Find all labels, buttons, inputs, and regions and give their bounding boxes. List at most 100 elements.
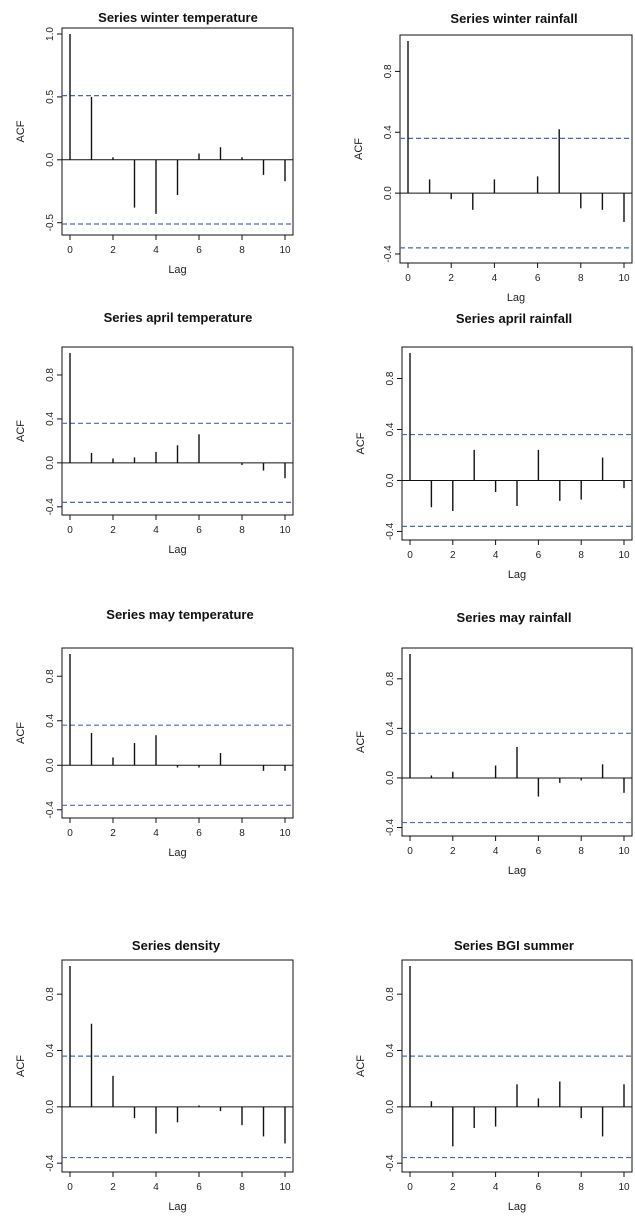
x-tick-label: 0	[407, 550, 413, 561]
x-tick-label: 10	[279, 828, 291, 839]
y-axis-label: ACF	[355, 731, 367, 753]
y-tick-label: -0.4	[385, 522, 396, 540]
x-tick-label: 2	[450, 846, 456, 857]
plot-frame	[401, 959, 633, 1173]
x-tick-label: 2	[450, 1182, 456, 1193]
y-tick-label: 0.0	[385, 771, 396, 785]
x-axis-label: Lag	[168, 1201, 186, 1213]
x-tick-label: 6	[536, 1182, 542, 1193]
x-tick-label: 4	[493, 846, 499, 857]
y-tick-label: 0.4	[45, 713, 56, 727]
y-tick-label: -0.4	[45, 801, 56, 819]
y-axis-label: ACF	[353, 138, 365, 160]
y-axis-label: ACF	[355, 432, 367, 454]
x-tick-label: 4	[153, 1182, 159, 1193]
x-tick-label: 8	[239, 245, 245, 256]
x-tick-label: 8	[239, 525, 245, 536]
x-tick-label: 8	[239, 828, 245, 839]
x-tick-label: 6	[536, 550, 542, 561]
x-tick-label: 0	[405, 273, 411, 284]
x-tick-label: 6	[196, 525, 202, 536]
y-tick-label: 0.0	[383, 186, 394, 200]
plot-frame	[61, 27, 294, 236]
chart-title: Series april rainfall	[456, 311, 572, 326]
x-axis-label: Lag	[508, 569, 526, 581]
y-tick-label: -0.4	[385, 818, 396, 836]
x-tick-label: 4	[493, 550, 499, 561]
x-tick-label: 10	[279, 245, 291, 256]
x-tick-label: 10	[279, 1182, 291, 1193]
y-tick-label: 0.0	[45, 152, 56, 166]
y-tick-label: 0.0	[45, 455, 56, 469]
x-tick-label: 6	[196, 828, 202, 839]
y-tick-label: 0.8	[45, 669, 56, 683]
y-tick-label: 1.0	[45, 27, 56, 41]
y-tick-label: 0.8	[45, 987, 56, 1001]
y-axis-label: ACF	[355, 1055, 367, 1077]
x-tick-label: 6	[535, 273, 541, 284]
x-tick-label: 8	[578, 273, 584, 284]
y-tick-label: 0.4	[45, 1043, 56, 1057]
x-axis-label: Lag	[507, 292, 525, 304]
x-tick-label: 4	[492, 273, 498, 284]
x-tick-label: 0	[407, 846, 413, 857]
x-tick-label: 0	[67, 525, 73, 536]
x-axis-label: Lag	[508, 865, 526, 877]
x-tick-label: 2	[110, 525, 116, 536]
y-tick-label: -0.4	[383, 245, 394, 263]
plot-frame	[401, 346, 633, 541]
x-tick-label: 10	[618, 1182, 630, 1193]
x-axis-label: Lag	[168, 847, 186, 859]
y-tick-label: -0.4	[45, 498, 56, 516]
x-tick-label: 8	[578, 1182, 584, 1193]
y-tick-label: 0.0	[385, 473, 396, 487]
y-tick-label: 0.4	[45, 412, 56, 426]
plot-frame	[61, 346, 294, 516]
y-tick-label: 0.0	[385, 1099, 396, 1113]
x-tick-label: 8	[578, 550, 584, 561]
chart-title: Series april temperature	[104, 310, 253, 325]
chart-title: Series BGI summer	[454, 938, 574, 953]
y-axis-label: ACF	[15, 120, 27, 142]
x-tick-label: 8	[578, 846, 584, 857]
x-tick-label: 0	[407, 1182, 413, 1193]
y-tick-label: 0.8	[385, 371, 396, 385]
chart-title: Series winter rainfall	[450, 11, 577, 26]
x-tick-label: 0	[67, 1182, 73, 1193]
x-tick-label: 10	[618, 273, 630, 284]
x-tick-label: 8	[239, 1182, 245, 1193]
x-tick-label: 0	[67, 245, 73, 256]
x-tick-label: 4	[153, 525, 159, 536]
x-tick-label: 10	[279, 525, 291, 536]
y-tick-label: -0.4	[45, 1154, 56, 1172]
x-tick-label: 6	[536, 846, 542, 857]
y-tick-label: 0.4	[385, 721, 396, 735]
chart-title: Series density	[132, 938, 221, 953]
y-tick-label: 0.4	[385, 422, 396, 436]
plot-frame	[61, 959, 294, 1173]
y-tick-label: 0.4	[383, 125, 394, 139]
y-tick-label: 0.0	[45, 758, 56, 772]
plot-frame	[401, 647, 633, 837]
x-tick-label: 2	[110, 245, 116, 256]
x-tick-label: 6	[196, 245, 202, 256]
x-tick-label: 2	[110, 828, 116, 839]
y-axis-label: ACF	[15, 1055, 27, 1077]
y-tick-label: 0.8	[385, 671, 396, 685]
x-axis-label: Lag	[168, 544, 186, 556]
y-axis-label: ACF	[15, 420, 27, 442]
x-tick-label: 2	[450, 550, 456, 561]
x-tick-label: 10	[618, 846, 630, 857]
plot-frame	[61, 647, 294, 819]
x-tick-label: 10	[618, 550, 630, 561]
y-tick-label: -0.4	[385, 1154, 396, 1172]
plot-frame	[399, 34, 633, 264]
x-tick-label: 0	[67, 828, 73, 839]
y-tick-label: 0.0	[45, 1099, 56, 1113]
chart-title: Series winter temperature	[98, 10, 258, 25]
x-axis-label: Lag	[508, 1201, 526, 1213]
y-tick-label: 0.8	[383, 64, 394, 78]
y-tick-label: 0.5	[45, 90, 56, 104]
x-tick-label: 4	[153, 245, 159, 256]
